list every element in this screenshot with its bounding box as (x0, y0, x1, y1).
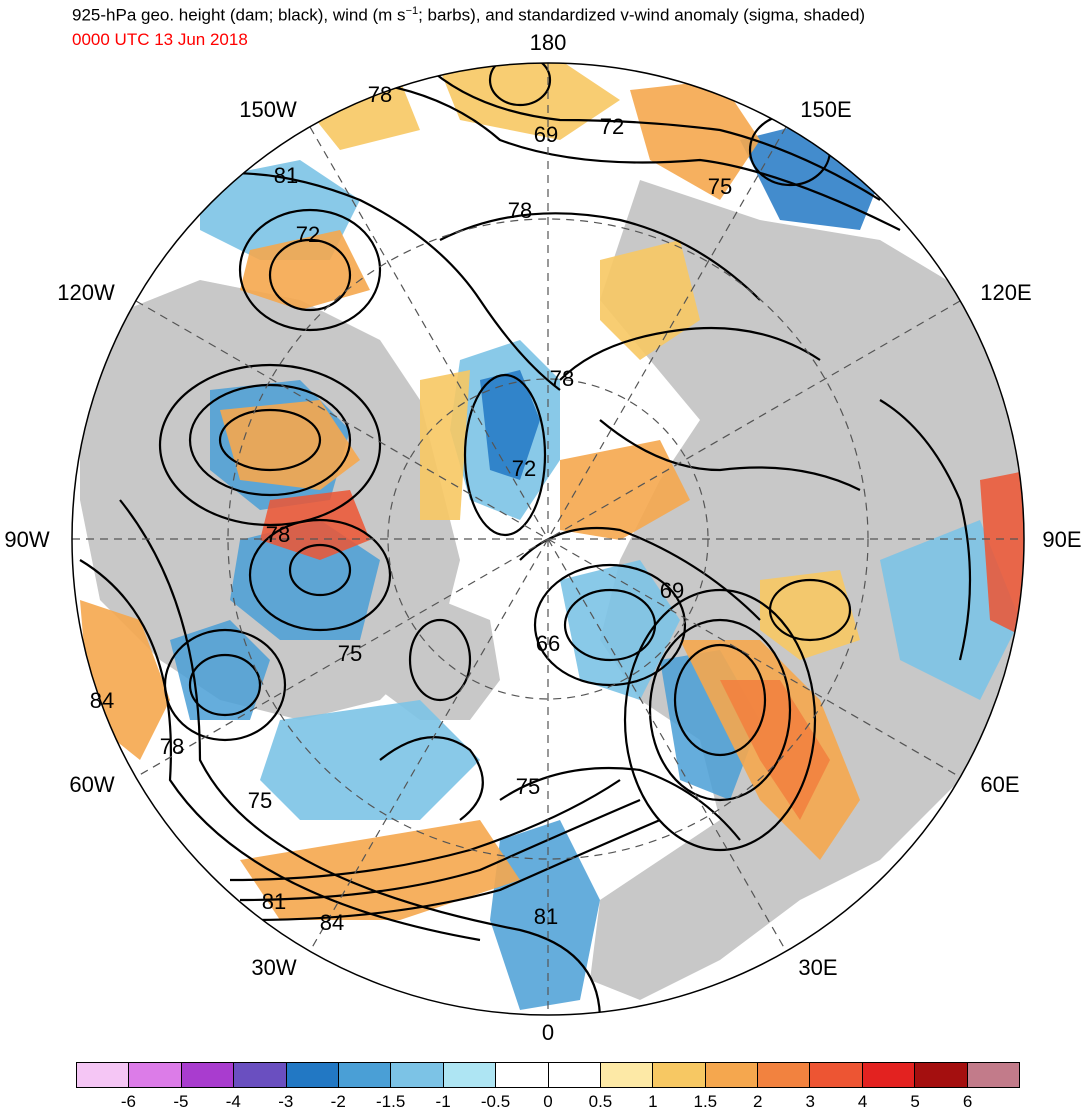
title-main: 925-hPa geo. height (dam; black), wind (… (72, 5, 406, 25)
anomaly-negative (480, 370, 540, 480)
height-contours (79, 63, 972, 1015)
colorbar-swatch (129, 1063, 182, 1087)
contour-label: 78 (368, 82, 392, 107)
colorbar-swatch (653, 1063, 706, 1087)
colorbar-tick-label: -2 (330, 1092, 346, 1111)
map-boundary (71, 62, 1025, 1016)
colorbar-tick-labels: -6 -5 -4 -3 -2 -1.5 -1 -0.5 0 0.5 1 1.5 2 3 4 5 6 (0, 1092, 1088, 1112)
lon-label-120e: 120E (980, 280, 1031, 305)
anomaly-positive (760, 570, 860, 660)
colorbar (76, 1062, 1020, 1088)
graticule (72, 63, 1024, 1015)
contour-label: 69 (534, 122, 558, 147)
anomaly-negative (260, 700, 480, 820)
contour-label: 78 (160, 734, 184, 759)
contour-label: 81 (534, 904, 558, 929)
contour-label: 72 (600, 114, 624, 139)
anomaly-negative (880, 520, 1020, 700)
contour-label: 78 (550, 366, 574, 391)
contour-label: 81 (262, 889, 286, 914)
lon-label-90e: 90E (1042, 527, 1081, 552)
colorbar-swatch (915, 1063, 968, 1087)
shaded-anomaly-layer (72, 63, 1024, 1015)
colorbar-tick-label: 6 (962, 1092, 973, 1111)
anomaly-negative (170, 620, 270, 720)
colorbar-tick-label: 3 (805, 1092, 815, 1111)
lon-label-0: 0 (542, 1020, 554, 1045)
colorbar-tick-label: 4 (857, 1092, 868, 1111)
lon-label-180: 180 (530, 30, 567, 55)
contour-label: 81 (274, 163, 298, 188)
lon-label-60e: 60E (980, 772, 1019, 797)
colorbar-swatch (548, 1063, 601, 1087)
contour-labels: 78 69 72 81 72 78 75 78 72 78 69 66 75 8… (90, 82, 732, 935)
colorbar-tick-label: -6 (120, 1092, 136, 1111)
anomaly-positive (420, 370, 470, 520)
colorbar-swatch (391, 1063, 444, 1087)
title-superscript: −1 (405, 5, 419, 17)
contour-label: 75 (708, 174, 732, 199)
contour-label: 75 (248, 788, 272, 813)
colorbar-swatch (705, 1063, 759, 1087)
colorbar-tick-label: 5 (910, 1092, 920, 1111)
colorbar-tick-label: 2 (753, 1092, 763, 1111)
anomaly-negative (560, 560, 680, 700)
contour-label: 75 (338, 641, 362, 666)
map-title: 925-hPa geo. height (dam; black), wind (… (72, 5, 865, 26)
colorbar-tick-label: 0 (543, 1092, 553, 1111)
contour-label: 78 (266, 522, 290, 547)
anomaly-positive (220, 400, 360, 490)
contour-label: 72 (296, 222, 320, 247)
colorbar-swatch (758, 1063, 811, 1087)
colorbar-swatch (338, 1063, 392, 1087)
colorbar-swatch (600, 1063, 654, 1087)
colorbar-tick-label: -5 (173, 1092, 189, 1111)
anomaly-positive (260, 490, 370, 560)
colorbar-tick-label: -4 (225, 1092, 241, 1111)
colorbar-tick-label: -1.5 (376, 1092, 406, 1111)
colorbar-swatch (496, 1063, 549, 1087)
lon-label-60w: 60W (69, 772, 114, 797)
colorbar-swatch (234, 1063, 287, 1087)
colorbar-tick-label: -1 (435, 1092, 451, 1111)
contour-label: 72 (512, 456, 536, 481)
contour-label: 84 (320, 910, 344, 935)
colorbar-swatch (443, 1063, 497, 1087)
contour-label: 66 (536, 631, 560, 656)
land-greenland (380, 600, 500, 720)
anomaly-positive (980, 470, 1024, 640)
lon-label-30w: 30W (251, 955, 296, 980)
contour-label: 69 (660, 578, 684, 603)
lon-label-120w: 120W (57, 280, 115, 305)
lon-label-150w: 150W (239, 97, 297, 122)
colorbar-tick-label: -0.5 (480, 1092, 511, 1111)
contour-label: 84 (90, 688, 114, 713)
colorbar-swatch (967, 1063, 1020, 1087)
anomaly-positive (560, 440, 690, 540)
colorbar-tick-label: 0.5 (588, 1092, 613, 1111)
colorbar-swatch (862, 1063, 916, 1087)
title-rest: ; barbs), and standardized v-wind anomal… (418, 5, 866, 25)
lon-label-150e: 150E (800, 97, 851, 122)
colorbar-tick-label: 1.5 (693, 1092, 718, 1111)
colorbar-swatch (181, 1063, 235, 1087)
lon-label-30e: 30E (798, 955, 837, 980)
colorbar-tick-label: 1 (648, 1092, 658, 1111)
contour-label: 75 (516, 774, 540, 799)
valid-time: 0000 UTC 13 Jun 2018 (72, 30, 248, 49)
contour-label: 78 (508, 198, 532, 223)
colorbar-swatch (810, 1063, 863, 1087)
anomaly-negative (490, 820, 600, 1010)
colorbar-swatch (77, 1063, 130, 1087)
colorbar-swatch (286, 1063, 339, 1087)
colorbar-tick-label: -3 (278, 1092, 294, 1111)
lon-label-90w: 90W (4, 527, 49, 552)
anomaly-positive (630, 80, 760, 200)
